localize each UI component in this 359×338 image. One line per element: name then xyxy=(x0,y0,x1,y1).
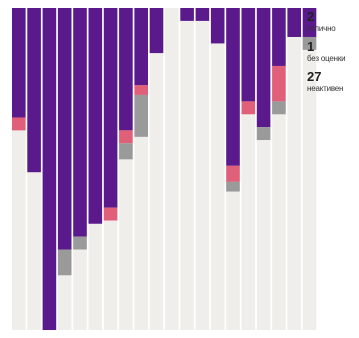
column-track xyxy=(302,8,317,330)
bar-segment-series-0 xyxy=(226,8,240,166)
bar-segment-series-2 xyxy=(134,94,148,137)
column-track xyxy=(149,8,164,330)
legend-item-no-rating: 1 без оценки xyxy=(307,40,359,64)
bar-segment-series-2 xyxy=(302,36,317,50)
legend-label-excellent: отлично xyxy=(307,24,336,33)
legend-item-excellent: 2 отлично xyxy=(307,10,359,34)
bar-segment-series-1 xyxy=(134,85,148,95)
legend-value-no-rating: 1 xyxy=(307,39,315,54)
bar-segment-series-2 xyxy=(256,127,271,141)
bar-segment-series-0 xyxy=(195,8,210,21)
bar-segment-series-0 xyxy=(272,8,286,66)
bar-segment-series-0 xyxy=(73,8,87,237)
legend-value-inactive: 27 xyxy=(307,69,322,84)
column-track xyxy=(210,8,225,330)
bar-segment-series-0 xyxy=(12,8,26,118)
bar-segment-series-0 xyxy=(42,8,57,330)
bar-segment-series-2 xyxy=(272,101,286,115)
bar-segment-series-1 xyxy=(272,65,286,102)
bar-segment-series-0 xyxy=(302,8,317,37)
bar-segment-series-0 xyxy=(88,8,103,224)
bar-segment-series-0 xyxy=(119,8,133,131)
column-track xyxy=(287,8,301,330)
bar-segment-series-0 xyxy=(241,8,256,102)
bar-segment-series-1 xyxy=(119,130,133,144)
bar-segment-series-2 xyxy=(119,143,133,160)
bar-segment-series-0 xyxy=(103,8,118,208)
column-track xyxy=(195,8,210,330)
bar-segment-series-0 xyxy=(180,8,194,21)
legend-label-no-rating: без оценки xyxy=(307,54,346,63)
bar-segment-series-0 xyxy=(149,8,164,54)
legend-value-excellent: 2 xyxy=(307,9,315,24)
legend: 2 отлично 1 без оценки 27 неактивен xyxy=(307,10,359,100)
column-track xyxy=(180,8,194,330)
bar-segment-series-1 xyxy=(241,101,256,115)
bar-segment-series-1 xyxy=(12,117,26,131)
bar-segment-series-1 xyxy=(103,207,118,221)
bar-segment-series-0 xyxy=(27,8,41,173)
bar-segment-series-0 xyxy=(210,8,225,44)
bar-segment-series-2 xyxy=(73,236,87,250)
bar-segment-series-0 xyxy=(287,8,301,37)
bar-segment-series-0 xyxy=(57,8,72,250)
legend-label-inactive: неактивен xyxy=(307,84,344,93)
legend-item-inactive: 27 неактивен xyxy=(307,70,359,94)
bar-segment-series-2 xyxy=(57,249,72,276)
bar-segment-series-1 xyxy=(226,165,240,182)
column-track xyxy=(165,8,179,330)
bar-segment-series-0 xyxy=(256,8,271,128)
bar-segment-series-2 xyxy=(226,181,240,192)
bar-segment-series-0 xyxy=(134,8,148,86)
